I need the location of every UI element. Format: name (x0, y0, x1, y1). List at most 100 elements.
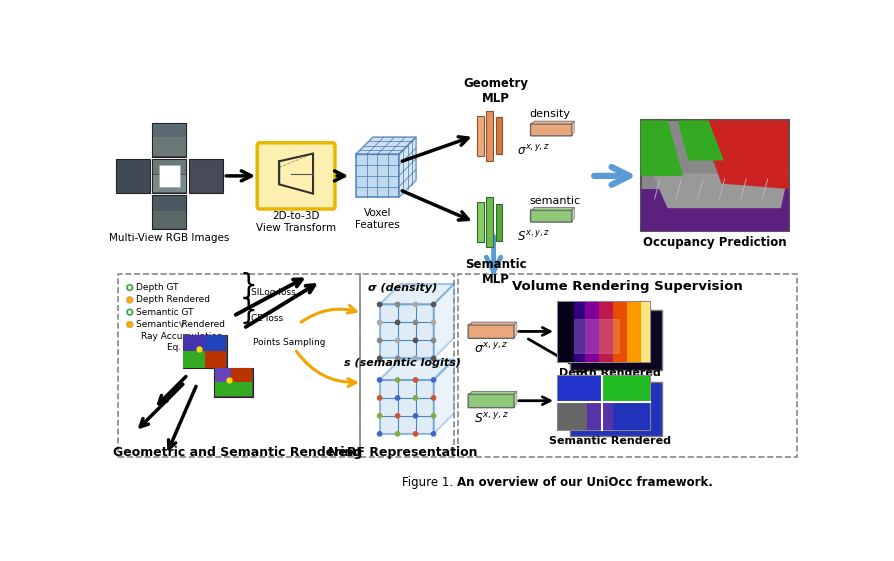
Bar (158, 165, 181, 187)
Bar (189, 159, 223, 193)
Text: Semantic GT: Semantic GT (136, 307, 194, 316)
Text: Geometric and Semantic Rendering: Geometric and Semantic Rendering (113, 446, 362, 459)
Bar (558, 302, 650, 362)
Circle shape (413, 302, 417, 307)
Polygon shape (531, 208, 575, 210)
Polygon shape (434, 284, 454, 358)
Bar (116, 159, 150, 193)
Bar (153, 160, 186, 174)
Bar (575, 319, 620, 353)
Circle shape (413, 431, 417, 436)
Text: 2D-to-3D
View Transform: 2D-to-3D View Transform (256, 211, 336, 233)
Text: $\sigma^{x,y,z}$: $\sigma^{x,y,z}$ (518, 144, 550, 158)
Bar (380, 305, 434, 358)
Bar (205, 335, 226, 351)
Circle shape (126, 296, 133, 304)
Circle shape (395, 302, 400, 307)
Text: Points Sampling: Points Sampling (253, 338, 325, 347)
Text: Geometry
MLP: Geometry MLP (463, 77, 528, 105)
Polygon shape (571, 121, 575, 135)
Text: }: } (240, 272, 257, 300)
Text: Semantic Rendered: Semantic Rendered (549, 436, 670, 446)
Bar (627, 302, 641, 362)
Bar (569, 382, 662, 436)
Bar (613, 302, 627, 362)
Circle shape (395, 396, 400, 400)
Polygon shape (514, 322, 517, 338)
Text: $\sigma^{x,y,z}$: $\sigma^{x,y,z}$ (474, 342, 509, 356)
Circle shape (413, 378, 417, 382)
Text: An overview of our UniOcc framework.: An overview of our UniOcc framework. (457, 476, 713, 489)
Circle shape (395, 338, 400, 343)
Bar (183, 335, 205, 351)
Circle shape (413, 338, 417, 343)
Circle shape (126, 284, 133, 291)
Circle shape (126, 321, 133, 328)
FancyBboxPatch shape (257, 143, 335, 209)
Bar (183, 351, 205, 367)
Circle shape (377, 413, 382, 418)
Circle shape (377, 431, 382, 436)
Bar (153, 211, 186, 228)
Polygon shape (571, 208, 575, 222)
Bar (486, 197, 493, 247)
Polygon shape (514, 392, 517, 407)
Text: Semantic Rendered: Semantic Rendered (136, 320, 225, 329)
Bar (153, 175, 186, 192)
Circle shape (395, 320, 400, 325)
Circle shape (395, 431, 400, 436)
Polygon shape (653, 173, 789, 208)
Text: $S^{x,y,z}$: $S^{x,y,z}$ (517, 230, 550, 244)
Text: Voxel
Features: Voxel Features (355, 208, 400, 230)
Text: }: } (240, 297, 257, 325)
Polygon shape (380, 360, 454, 380)
Bar (153, 159, 186, 193)
Polygon shape (434, 360, 454, 434)
Bar (587, 402, 613, 430)
Circle shape (377, 378, 382, 382)
Bar (232, 369, 252, 382)
FancyBboxPatch shape (468, 324, 514, 338)
Polygon shape (641, 121, 683, 176)
Circle shape (413, 320, 417, 325)
Text: Occupancy Prediction: Occupancy Prediction (643, 236, 787, 249)
Bar (641, 302, 650, 362)
Polygon shape (469, 322, 517, 325)
Circle shape (413, 413, 417, 418)
Circle shape (377, 356, 382, 361)
Bar (558, 376, 602, 402)
FancyBboxPatch shape (530, 210, 572, 222)
Circle shape (432, 320, 435, 325)
Bar (477, 116, 484, 156)
Bar (558, 376, 650, 430)
Text: density: density (530, 109, 570, 119)
Bar (558, 402, 587, 430)
Circle shape (432, 396, 435, 400)
Circle shape (432, 413, 435, 418)
Bar (356, 154, 399, 197)
Circle shape (432, 378, 435, 382)
FancyBboxPatch shape (468, 394, 514, 408)
Bar (599, 302, 613, 362)
Polygon shape (641, 189, 789, 231)
Polygon shape (399, 137, 416, 197)
Text: σ (density): σ (density) (368, 283, 437, 293)
Bar (153, 123, 186, 137)
Bar (613, 402, 650, 430)
Bar (641, 121, 789, 231)
Bar (380, 380, 434, 434)
Circle shape (432, 338, 435, 343)
Text: semantic: semantic (530, 196, 581, 205)
Bar (569, 310, 662, 370)
Text: Semantic
MLP: Semantic MLP (465, 257, 527, 286)
Circle shape (377, 320, 382, 325)
Circle shape (377, 396, 382, 400)
Text: CE loss: CE loss (251, 314, 283, 323)
Bar (153, 123, 186, 157)
Bar (486, 111, 493, 161)
Circle shape (432, 356, 435, 361)
Bar (215, 369, 232, 382)
Polygon shape (698, 121, 789, 189)
Circle shape (129, 311, 131, 314)
FancyBboxPatch shape (530, 123, 572, 136)
